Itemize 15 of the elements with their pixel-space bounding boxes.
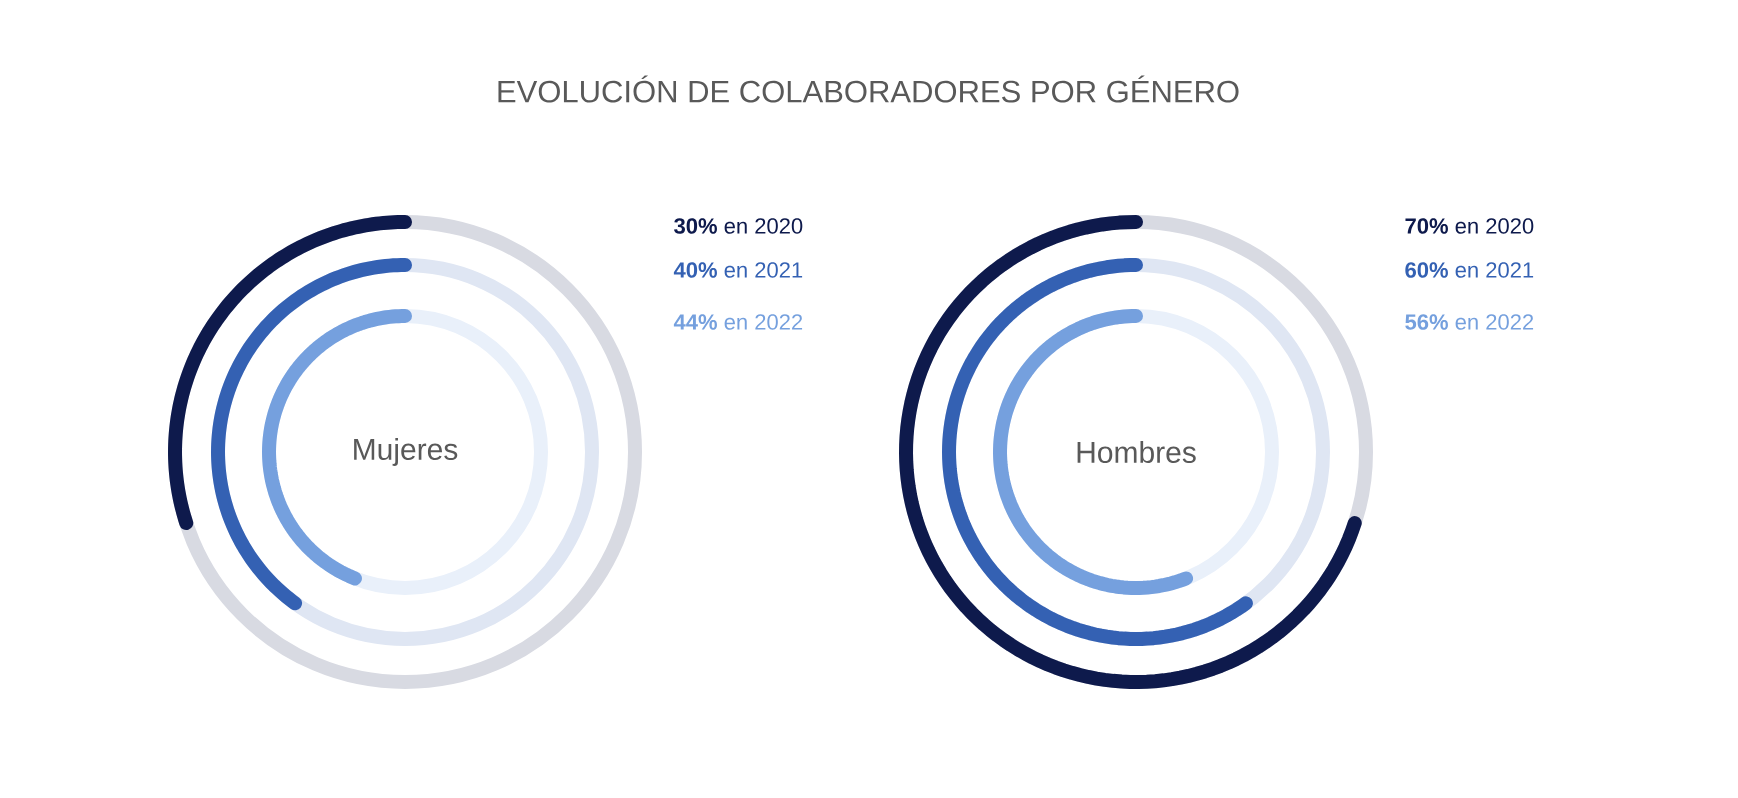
category-label: en 2021 xyxy=(724,262,803,278)
category-label: en 2022 xyxy=(724,314,803,330)
data-label: 56% xyxy=(1405,314,1448,330)
data-label: 70% xyxy=(1405,218,1448,234)
category-label: en 2020 xyxy=(1455,218,1534,234)
data-label: 60% xyxy=(1405,262,1448,278)
text: Hombres xyxy=(1077,440,1196,464)
data-label: 44% xyxy=(673,314,717,330)
category-label: en 2022 xyxy=(1455,314,1534,330)
data-label: 40% xyxy=(673,262,717,278)
text: Mujeres xyxy=(354,438,458,466)
category-label: en 2020 xyxy=(724,218,803,234)
data-label: 30% xyxy=(674,218,717,234)
category-label: en 2021 xyxy=(1455,262,1534,278)
text: EVOLUCIÓN DE COLABORADORES POR GÉNERO xyxy=(498,75,1239,103)
